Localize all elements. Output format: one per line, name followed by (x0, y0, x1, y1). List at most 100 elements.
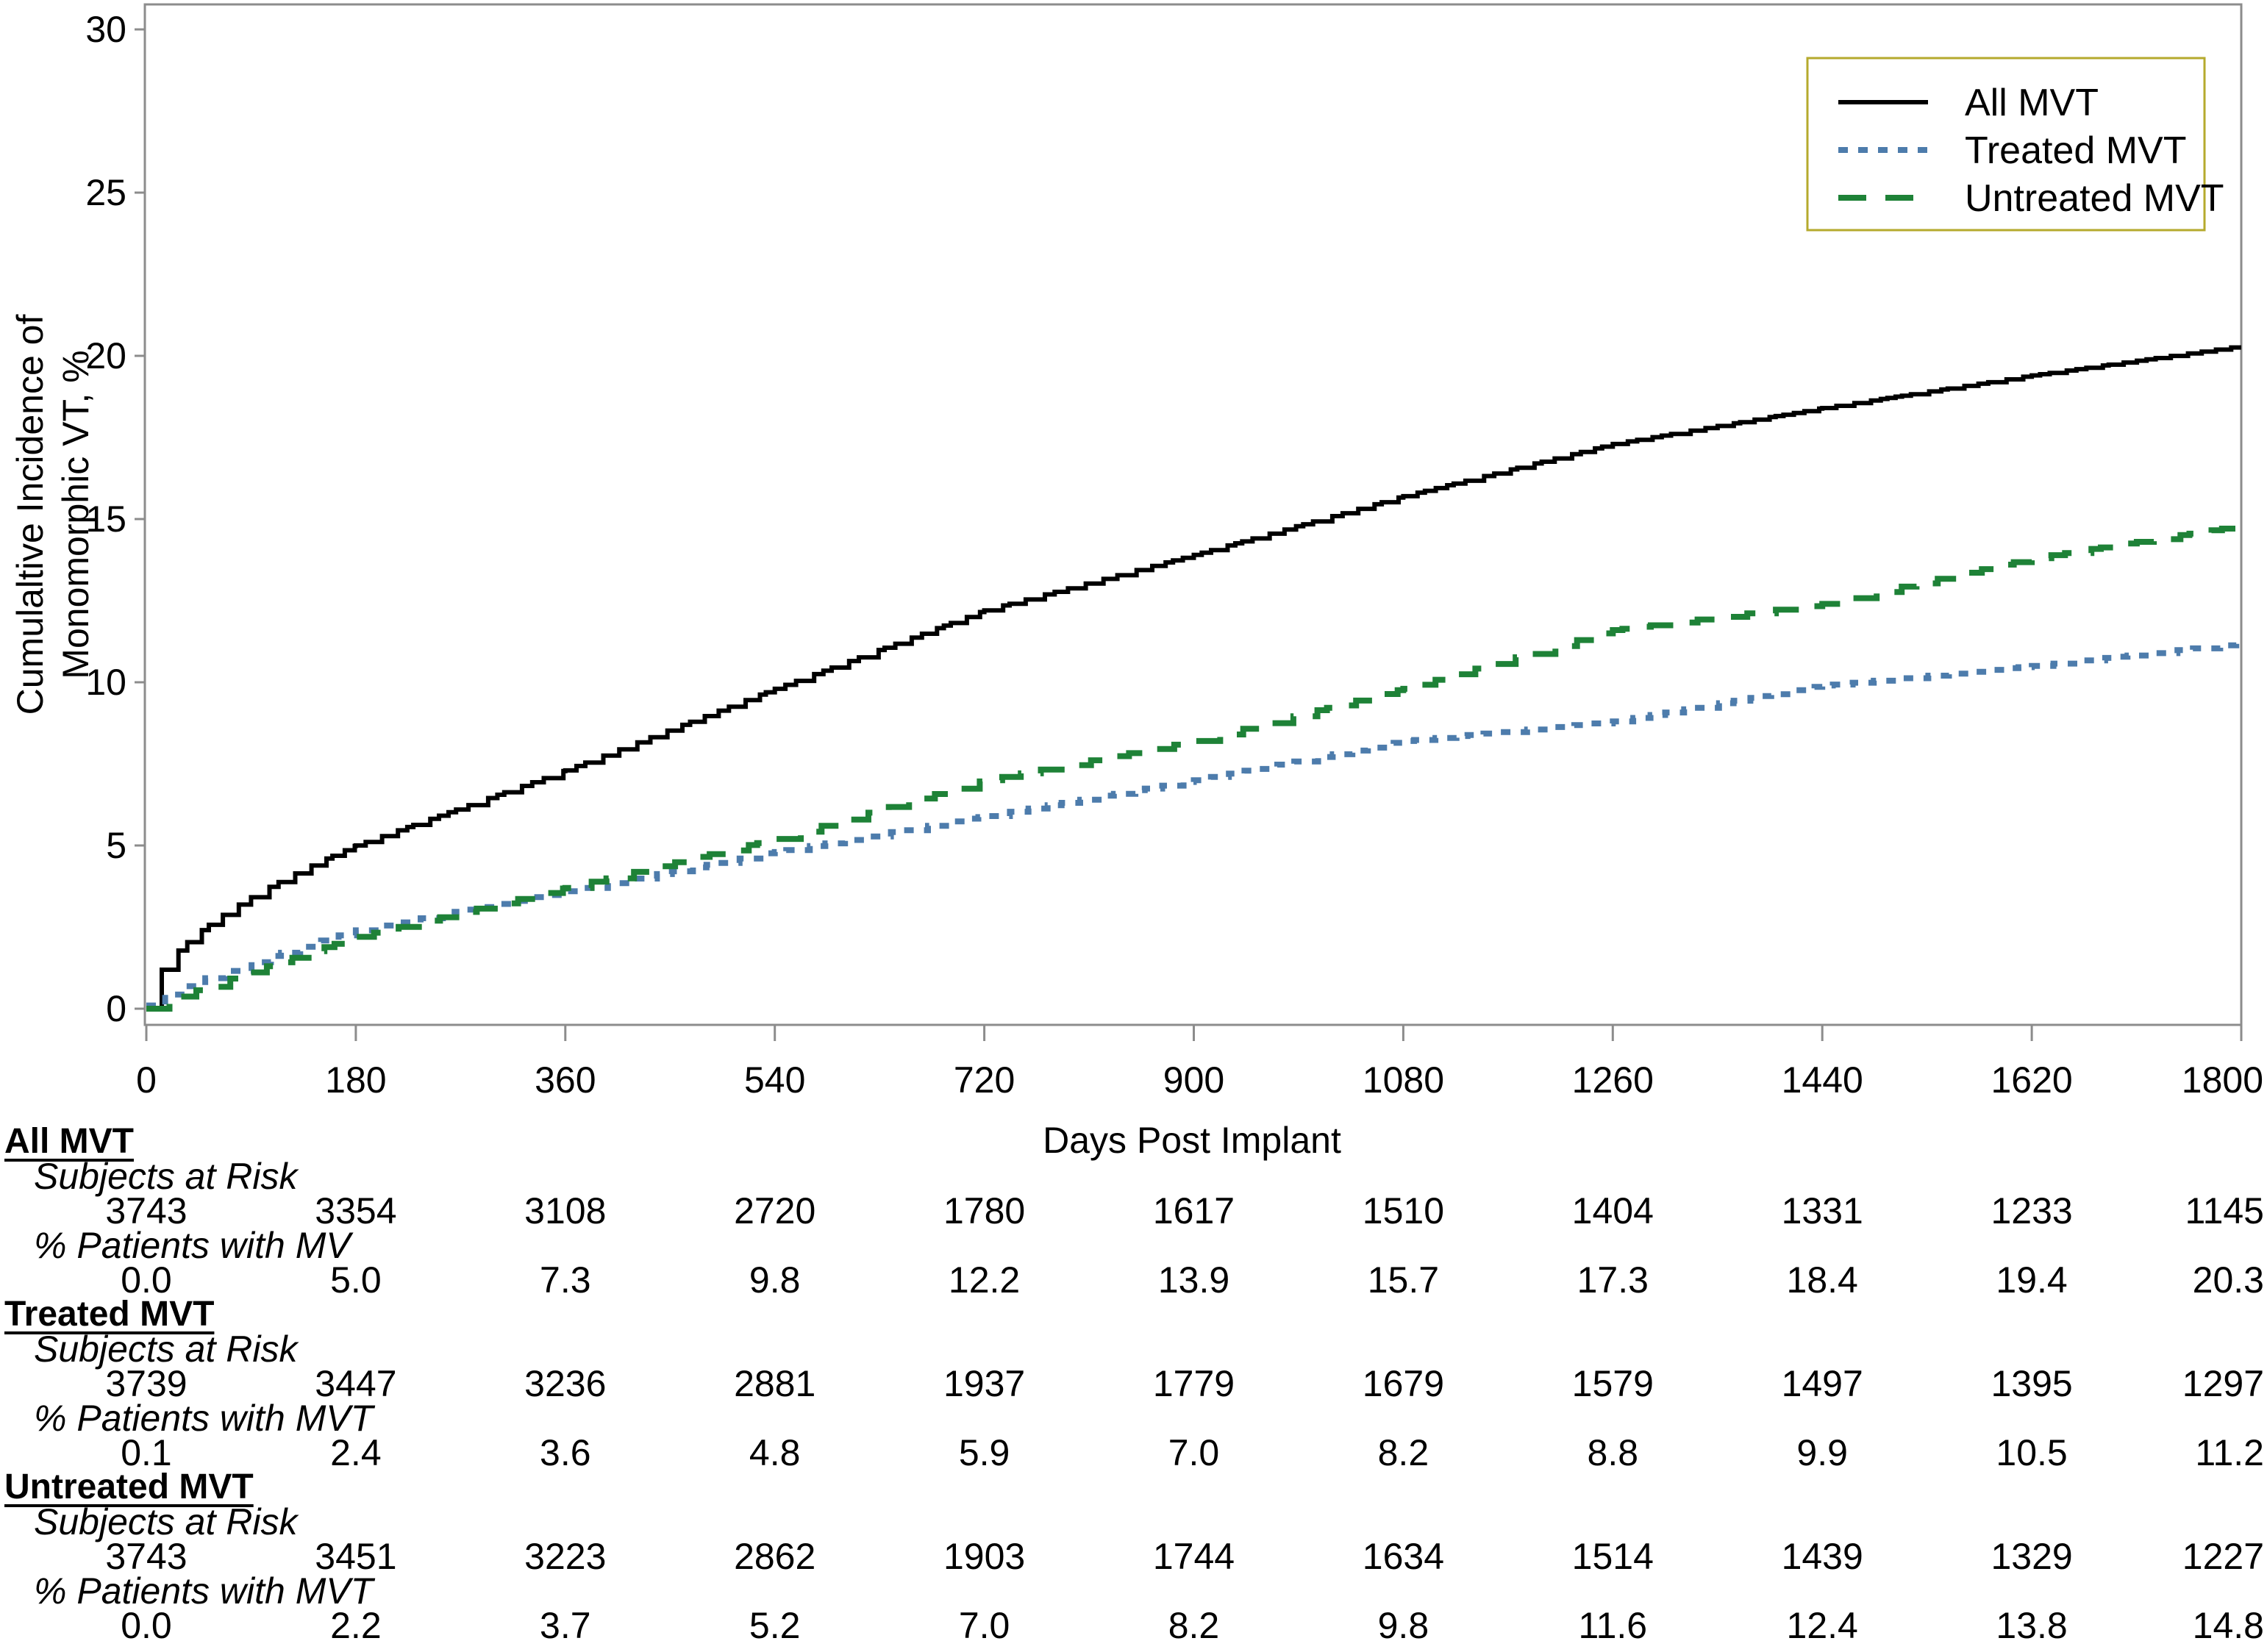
legend-item-label: Untreated MVT (1965, 177, 2224, 220)
pct-value-cell: 11.6 (1578, 1605, 1648, 1646)
legend-box (1806, 57, 2206, 232)
pct-patients-label: % Patients with MV (34, 1225, 351, 1266)
risk-value-cell: 1679 (1362, 1363, 1444, 1404)
y-axis: 0 5 10 15 20 25 30 (85, 9, 145, 1029)
risk-value-cell: 3354 (315, 1190, 397, 1231)
risk-value-cell: 1329 (1991, 1536, 2073, 1577)
pct-value-cell: 2.4 (330, 1432, 382, 1473)
x-tick-label: 1260 (1572, 1059, 1654, 1101)
pct-value-cell: 9.8 (1377, 1605, 1429, 1646)
curve-untreated-mvt (146, 523, 2241, 1012)
legend-item-label: Treated MVT (1965, 129, 2187, 172)
risk-value-cell: 1395 (1991, 1363, 2073, 1404)
x-tick-label: 360 (535, 1059, 596, 1101)
pct-value-cell: 4.8 (749, 1432, 801, 1473)
pct-value-cell: 9.8 (749, 1259, 801, 1301)
risk-group-header: All MVT (4, 1122, 134, 1161)
risk-value-cell: 2881 (734, 1363, 816, 1404)
pct-value-cell: 15.7 (1367, 1259, 1440, 1301)
pct-patients-label: % Patients with MVT (34, 1398, 374, 1439)
legend: All MVT Treated MVT Untreated MVT (1806, 57, 2224, 232)
pct-value-cell: 5.2 (749, 1605, 801, 1646)
pct-patients-label: % Patients with MVT (34, 1570, 374, 1612)
risk-value-cell: 3223 (524, 1536, 607, 1577)
risk-value-cell: 1510 (1362, 1190, 1444, 1231)
pct-value-cell: 20.3 (2192, 1259, 2264, 1301)
y-tick-label: 15 (85, 498, 126, 540)
pct-value-cell: 13.8 (1996, 1605, 2068, 1646)
risk-value-cell: 1404 (1571, 1190, 1654, 1231)
pct-value-cell: 9.9 (1796, 1432, 1848, 1473)
risk-value-cell: 3743 (105, 1190, 188, 1231)
pct-value-cell: 10.5 (1996, 1432, 2068, 1473)
pct-value-cell: 7.3 (540, 1259, 591, 1301)
risk-value-cell: 1439 (1781, 1536, 1863, 1577)
risk-value-cell: 2862 (734, 1536, 816, 1577)
x-tick-label: 720 (954, 1059, 1015, 1101)
y-tick-label: 25 (85, 172, 126, 213)
pct-value-cell: 0.0 (121, 1605, 172, 1646)
y-tick-label: 5 (106, 825, 126, 866)
pct-value-cell: 0.1 (121, 1432, 172, 1473)
x-tick-label: 0 (136, 1059, 157, 1101)
risk-value-cell: 1145 (2185, 1190, 2264, 1231)
curve-treated-mvt (146, 640, 2241, 1009)
pct-value-cell: 3.7 (540, 1605, 591, 1646)
pct-value-cell: 12.2 (948, 1259, 1021, 1301)
risk-value-cell: 1617 (1152, 1190, 1235, 1231)
subjects-at-risk-label: Subjects at Risk (34, 1156, 298, 1197)
pct-value-cell: 8.8 (1587, 1432, 1639, 1473)
risk-value-cell: 3108 (524, 1190, 607, 1231)
risk-value-cell: 1780 (943, 1190, 1026, 1231)
y-axis-title-line1: Cumulaltive Incidence of (10, 315, 51, 715)
pct-value-cell: 11.2 (2195, 1432, 2264, 1473)
x-tick-label: 180 (325, 1059, 386, 1101)
y-axis-title-line2: Monomorphic VT, % (55, 350, 96, 679)
pct-value-cell: 8.2 (1377, 1432, 1429, 1473)
risk-value-cell: 1331 (1781, 1190, 1863, 1231)
x-tick-label: 900 (1163, 1059, 1224, 1101)
y-tick-label: 20 (85, 335, 126, 376)
subjects-at-risk-label: Subjects at Risk (34, 1501, 298, 1542)
x-tick-label: 1080 (1363, 1059, 1444, 1101)
risk-value-cell: 1779 (1152, 1363, 1235, 1404)
x-tick-label: 1800 (2182, 1059, 2263, 1101)
legend-item-label: All MVT (1965, 82, 2099, 124)
y-tick-label: 0 (106, 988, 126, 1029)
risk-group-header: Untreated MVT (4, 1467, 254, 1506)
x-tick-label: 1620 (1991, 1059, 2072, 1101)
risk-value-cell: 2720 (734, 1190, 816, 1231)
x-axis-title: Days Post Implant (1043, 1120, 1341, 1161)
risk-value-cell: 1903 (943, 1536, 1026, 1577)
pct-value-cell: 2.2 (330, 1605, 382, 1646)
risk-value-cell: 3743 (105, 1536, 188, 1577)
risk-value-cell: 3447 (315, 1363, 397, 1404)
x-axis: 0 180 360 540 720 900 1080 1260 1440 1620 1800 (136, 1025, 2263, 1101)
pct-value-cell: 19.4 (1996, 1259, 2068, 1301)
y-tick-label: 30 (85, 9, 126, 50)
risk-value-cell: 1634 (1362, 1536, 1444, 1577)
pct-value-cell: 3.6 (540, 1432, 591, 1473)
curves (146, 345, 2241, 1012)
risk-value-cell: 3451 (315, 1536, 397, 1577)
pct-value-cell: 7.0 (958, 1605, 1010, 1646)
risk-value-cell: 3739 (105, 1363, 188, 1404)
risk-value-cell: 1937 (943, 1363, 1026, 1404)
risk-value-cell: 1514 (1571, 1536, 1654, 1577)
incidence-chart: 0 5 10 15 20 25 30 0 180 360 540 720 900 1080 1260 144… (10, 3, 2263, 1161)
pct-value-cell: 7.0 (1168, 1432, 1220, 1473)
pct-value-cell: 14.8 (2192, 1605, 2264, 1646)
risk-value-cell: 1233 (1991, 1190, 2073, 1231)
risk-value-cell: 1744 (1152, 1536, 1235, 1577)
pct-value-cell: 18.4 (1786, 1259, 1858, 1301)
pct-value-cell: 0.0 (121, 1259, 172, 1301)
risk-value-cell: 1497 (1781, 1363, 1863, 1404)
pct-value-cell: 5.0 (330, 1259, 382, 1301)
risk-value-cell: 1227 (2182, 1536, 2264, 1577)
pct-value-cell: 8.2 (1168, 1605, 1220, 1646)
risk-value-cell: 3236 (524, 1363, 607, 1404)
x-tick-label: 540 (744, 1059, 805, 1101)
risk-value-cell: 1579 (1571, 1363, 1654, 1404)
